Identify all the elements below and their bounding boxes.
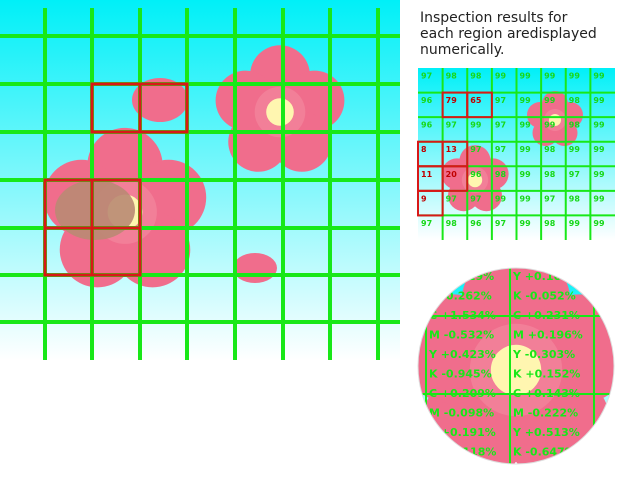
defect-box [466,91,493,119]
caption-line: each region aredisplayed [420,26,597,42]
region-value: 99 [544,72,556,81]
region-value: 96 [421,96,433,105]
region-value: 98 [544,145,556,154]
region-value: 99 [544,96,556,105]
region-value: 97 [495,121,506,130]
channel-deviation: K -0.262% [429,290,492,303]
defect-box [441,165,469,192]
region-value: 96 [470,219,482,228]
region-value: 98 [446,72,458,81]
main-image [0,0,400,360]
region-value: 97 [569,170,580,179]
region-value: 97 [446,121,457,130]
channel-deviation: K +0.152% [513,368,580,381]
region-value: 99 [520,121,532,130]
channel-deviation: Y +0.513% [512,426,580,439]
channel-deviation: K -0.647% [513,446,576,459]
region-value: 96 [421,121,433,130]
defect-box [417,189,444,217]
channel-deviation: K +0.118% [429,446,496,459]
region-value: 13 [446,145,457,154]
region-value: 98 [569,121,581,130]
region-value: 97 [446,194,457,203]
region-value: 99 [520,72,532,81]
region-value: 97 [470,194,481,203]
region-value: 97 [495,145,506,154]
region-value: 98 [446,219,458,228]
region-value: 99 [470,121,482,130]
caption-line: numerically. [420,42,504,58]
region-value: 97 [421,72,432,81]
channel-deviation: C +1.534% [429,309,496,322]
region-value: 99 [593,121,605,130]
region-value: 99 [495,72,507,81]
region-value: 99 [593,170,605,179]
region-value: 99 [569,72,581,81]
region-value: 97 [544,194,555,203]
magnifier: M -0.129% Y +0.163% K -0.262% K -0.052% C +1… [418,268,614,464]
channel-deviation: M -0.222% [513,407,578,420]
channel-deviation: Y +0.163% [512,270,580,283]
region-value: 99 [520,194,532,203]
channel-deviation: K -0.945% [429,368,492,381]
region-value: 99 [593,145,605,154]
region-value: 98 [495,170,507,179]
region-value: 11 [421,170,433,179]
region-value: 97 [421,219,432,228]
region-value: 98 [569,96,581,105]
region-value: 99 [520,219,532,228]
region-value: 98 [470,72,482,81]
channel-deviation: Y -0.303% [512,348,575,361]
region-value: 99 [520,145,532,154]
channel-deviation: M +0.196% [513,329,583,342]
region-value: 98 [569,194,581,203]
channel-deviation: C +0.143% [513,387,580,400]
region-value: 8 [421,145,427,154]
region-value: 99 [593,96,605,105]
region-value: 99 [520,96,532,105]
region-value: 65 [470,96,482,105]
region-value: 97 [470,145,481,154]
channel-deviation: C +0.209% [429,387,496,400]
region-value: 99 [495,194,507,203]
channel-deviation: M -0.129% [429,270,494,283]
channel-deviation: K -0.052% [513,290,576,303]
channel-deviation: Y +0.191% [428,426,496,439]
channel-deviation: M -0.532% [429,329,494,342]
region-value: 9 [421,194,427,203]
region-value: 98 [544,219,556,228]
region-value: 98 [544,170,556,179]
region-value: 99 [593,72,605,81]
channel-deviation: Y +0.423% [428,348,496,361]
region-value: 96 [470,170,482,179]
region-value: 20 [446,170,458,179]
channel-deviation: C +0.231% [513,309,580,322]
region-value: 97 [495,219,506,228]
region-value: 99 [520,170,532,179]
region-value: 99 [569,219,581,228]
caption-line: Inspection results for [420,10,568,26]
region-value: 99 [593,219,605,228]
region-value: 99 [593,194,605,203]
region-value: 99 [544,121,556,130]
channel-deviation: M -0.098% [429,407,494,420]
region-value: 97 [495,96,506,105]
region-value: 79 [446,96,458,105]
region-value: 99 [569,145,581,154]
